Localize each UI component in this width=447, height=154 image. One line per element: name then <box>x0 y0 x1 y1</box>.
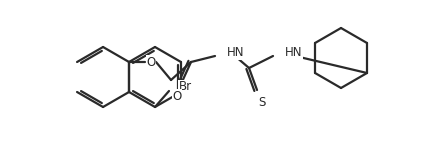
Text: HN: HN <box>227 47 245 59</box>
Text: O: O <box>147 55 156 69</box>
Text: HN: HN <box>285 47 303 59</box>
Text: S: S <box>258 95 266 109</box>
Text: O: O <box>173 89 181 103</box>
Text: Br: Br <box>179 81 192 93</box>
